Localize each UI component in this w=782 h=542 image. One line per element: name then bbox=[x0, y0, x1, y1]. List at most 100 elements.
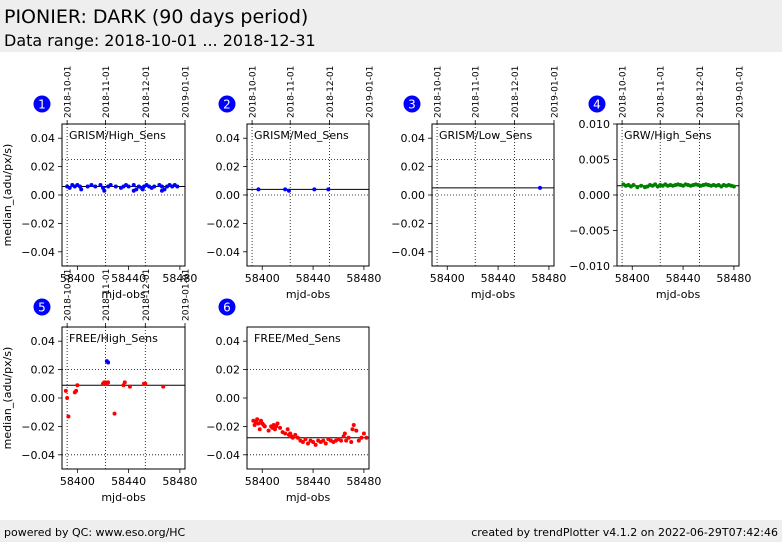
data-point bbox=[342, 431, 347, 436]
data-point bbox=[257, 427, 262, 432]
data-point bbox=[66, 414, 71, 419]
y-tick-label: 0.00 bbox=[31, 189, 56, 202]
y-tick-label: −0.02 bbox=[391, 217, 425, 230]
y-tick-label: 0.04 bbox=[216, 335, 241, 348]
data-point bbox=[262, 424, 267, 429]
y-tick-label: −0.02 bbox=[21, 420, 55, 433]
plot-frame bbox=[61, 326, 186, 470]
data-point bbox=[106, 360, 111, 365]
date-tick-label: 2018-12-01 bbox=[511, 66, 521, 118]
panel-number: 6 bbox=[223, 301, 231, 315]
y-tick-label: 0.02 bbox=[31, 364, 56, 377]
x-tick-label: 58400 bbox=[430, 272, 465, 285]
date-tick-label: 2018-10-01 bbox=[249, 66, 259, 118]
panel-number: 1 bbox=[38, 98, 46, 112]
data-point bbox=[283, 187, 288, 192]
data-point bbox=[140, 187, 145, 192]
data-point bbox=[731, 184, 736, 189]
x-tick-label: 58440 bbox=[111, 475, 146, 488]
x-axis-label: mjd-obs bbox=[471, 288, 516, 301]
date-tick-label: 2018-10-01 bbox=[619, 66, 629, 118]
x-tick-label: 58480 bbox=[346, 272, 381, 285]
x-axis-label: mjd-obs bbox=[101, 491, 146, 504]
date-tick-label: 2019-01-01 bbox=[551, 66, 561, 118]
x-tick-label: 58440 bbox=[666, 272, 701, 285]
y-tick-label: 0.00 bbox=[216, 392, 241, 405]
y-tick-label: 0.04 bbox=[401, 132, 426, 145]
x-axis-label: mjd-obs bbox=[286, 288, 331, 301]
y-tick-label: −0.04 bbox=[21, 449, 55, 462]
data-point bbox=[323, 441, 328, 446]
date-tick-label: 2018-11-01 bbox=[472, 66, 482, 118]
data-point bbox=[349, 440, 354, 445]
panel-number-badge bbox=[403, 95, 421, 113]
y-tick-label: 0.02 bbox=[216, 364, 241, 377]
y-tick-label: −0.04 bbox=[206, 449, 240, 462]
data-point bbox=[65, 396, 70, 400]
panel-number-badge bbox=[33, 95, 51, 113]
data-point bbox=[350, 427, 355, 432]
y-tick-label: −0.04 bbox=[206, 246, 240, 259]
date-tick-label: 2019-01-01 bbox=[366, 66, 376, 118]
data-point bbox=[283, 431, 288, 436]
data-point bbox=[126, 184, 131, 189]
date-tick-label: 2018-11-01 bbox=[102, 66, 112, 118]
panel-number-badge bbox=[218, 95, 236, 113]
data-point bbox=[98, 183, 103, 188]
y-tick-label: −0.010 bbox=[569, 260, 610, 273]
panel-number-badge bbox=[33, 298, 51, 316]
x-tick-label: 58400 bbox=[60, 272, 95, 285]
y-tick-label: −0.02 bbox=[206, 420, 240, 433]
data-point bbox=[313, 442, 318, 447]
data-point bbox=[344, 438, 349, 443]
data-point bbox=[74, 388, 79, 393]
data-point bbox=[290, 435, 295, 440]
y-tick-label: 0.005 bbox=[579, 154, 611, 167]
x-tick-label: 58480 bbox=[716, 272, 751, 285]
x-tick-label: 58400 bbox=[245, 272, 280, 285]
x-axis-label: mjd-obs bbox=[656, 288, 701, 301]
data-point bbox=[159, 188, 164, 193]
data-point bbox=[75, 383, 80, 388]
date-tick-label: 2018-11-01 bbox=[657, 66, 667, 118]
data-point bbox=[131, 188, 136, 193]
data-point bbox=[303, 437, 308, 442]
panel-number: 4 bbox=[593, 98, 601, 112]
data-point bbox=[351, 422, 356, 427]
data-point bbox=[339, 438, 344, 443]
y-axis-label: median_(adu/px/s) bbox=[1, 144, 14, 247]
chart-grid: 2018-10-01 2018-11-01 2018-12-01 2019-01-01… bbox=[1, 66, 751, 504]
panel-label: FREE/Med_Sens bbox=[254, 332, 341, 345]
data-point bbox=[266, 428, 271, 433]
x-axis-label: mjd-obs bbox=[286, 491, 331, 504]
data-point bbox=[635, 185, 640, 190]
data-point bbox=[293, 432, 298, 437]
data-point bbox=[255, 417, 260, 422]
date-tick-label: 2018-10-01 bbox=[64, 269, 74, 321]
date-tick-label: 2018-10-01 bbox=[434, 66, 444, 118]
plot-frame bbox=[246, 326, 370, 470]
data-point bbox=[127, 384, 132, 389]
x-tick-label: 58400 bbox=[615, 272, 650, 285]
data-point bbox=[631, 183, 636, 188]
data-point bbox=[326, 187, 331, 192]
chart-panel-1: 2018-10-01 2018-11-01 2018-12-01 2019-01-01… bbox=[1, 66, 197, 301]
y-tick-label: −0.04 bbox=[391, 246, 425, 259]
date-tick-label: 2019-01-01 bbox=[182, 269, 192, 321]
panel-label: GRISM/Med_Sens bbox=[254, 129, 349, 142]
chart-panel-4: 2018-10-01 2018-11-01 2018-12-01 2019-01-01… bbox=[569, 66, 751, 301]
panel-number: 5 bbox=[38, 301, 46, 315]
x-tick-label: 58440 bbox=[296, 475, 331, 488]
data-point bbox=[286, 188, 291, 193]
data-point bbox=[295, 435, 300, 440]
data-point bbox=[639, 183, 644, 188]
data-point bbox=[275, 421, 280, 426]
page-title: PIONIER: DARK (90 days period) bbox=[4, 6, 309, 28]
y-tick-label: 0.04 bbox=[31, 335, 56, 348]
data-point bbox=[113, 184, 118, 189]
chart-panel-2: 2018-10-01 2018-11-01 2018-12-01 2019-01-01… bbox=[206, 66, 381, 301]
date-tick-label: 2018-12-01 bbox=[696, 66, 706, 118]
data-point bbox=[538, 185, 543, 190]
x-tick-label: 58440 bbox=[111, 272, 146, 285]
y-tick-label: 0.04 bbox=[216, 132, 241, 145]
